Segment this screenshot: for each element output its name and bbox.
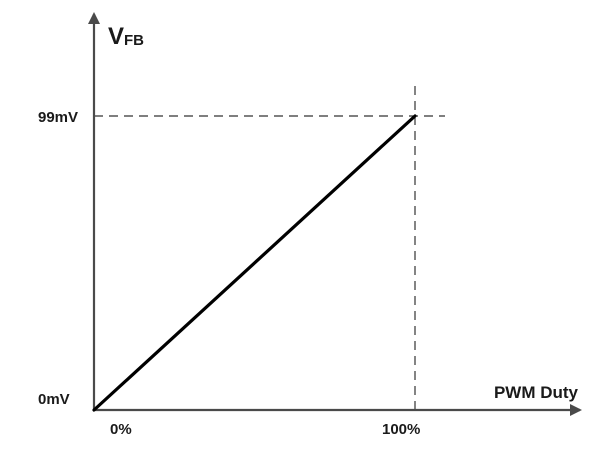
y-axis-label-main: V xyxy=(108,23,124,50)
y-axis-label: VFB xyxy=(108,23,144,50)
x-tick-label-max: 100% xyxy=(382,421,420,438)
y-tick-label-max: 99mV xyxy=(38,109,78,126)
y-axis-label-sub: FB xyxy=(124,32,144,49)
y-tick-label-min: 0mV xyxy=(38,391,70,408)
x-axis-label: PWM Duty xyxy=(494,383,579,402)
series-line xyxy=(92,114,417,412)
x-tick-label-min: 0% xyxy=(110,421,132,438)
